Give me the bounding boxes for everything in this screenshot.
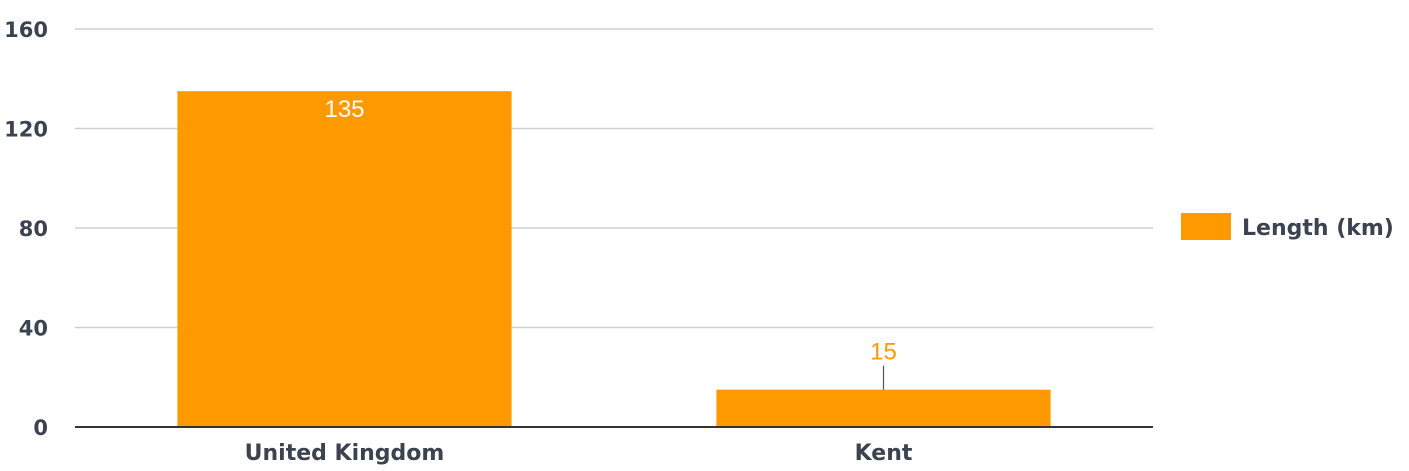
y-tick-label: 40: [19, 317, 48, 341]
x-category-label: Kent: [855, 441, 913, 466]
bar: [177, 91, 512, 427]
x-category-label: United Kingdom: [245, 441, 445, 466]
y-tick-label: 0: [33, 416, 48, 440]
y-tick-label: 120: [4, 118, 48, 142]
bar: [716, 389, 1051, 427]
legend-swatch: [1181, 213, 1231, 240]
bars: [177, 91, 1051, 427]
y-tick-label: 80: [19, 217, 48, 241]
axes: 0 40 80 120 160 United Kingdom Kent: [4, 18, 1153, 466]
y-tick-label: 160: [4, 18, 48, 42]
legend-label: Length (km): [1242, 216, 1394, 241]
legend: Length (km): [1181, 213, 1394, 241]
bar-data-label: 15: [870, 339, 897, 366]
data-labels: 135 15: [324, 96, 897, 390]
bar-data-label: 135: [324, 96, 364, 123]
